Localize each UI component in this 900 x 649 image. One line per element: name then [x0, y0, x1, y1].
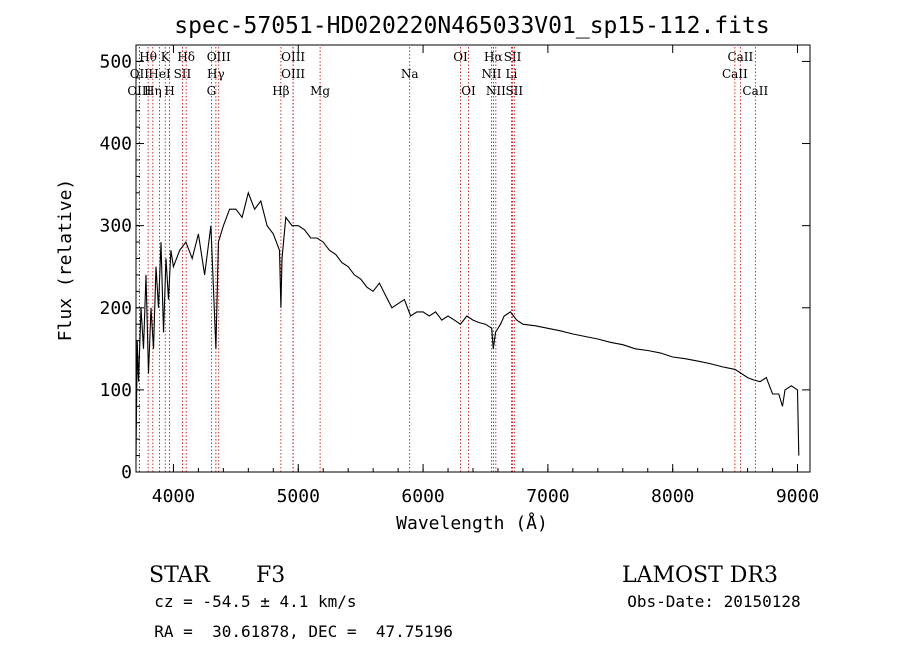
marker-label: CaII [722, 67, 748, 81]
y-tick-label: 100 [99, 380, 132, 401]
x-tick-label: 8000 [651, 486, 694, 507]
x-tick-label: 9000 [776, 486, 819, 507]
marker-label: HeI [148, 67, 171, 81]
marker-label: SII [505, 84, 523, 98]
marker-label: Hγ [207, 67, 225, 81]
y-tick-label: 400 [99, 134, 132, 155]
marker-label: OIII [281, 50, 305, 64]
marker-label: OI [461, 84, 476, 98]
marker-label: OIII [127, 84, 151, 98]
x-axis-label: Wavelength (Å) [396, 512, 548, 534]
x-tick-label: 6000 [401, 486, 444, 507]
marker-label: SII [504, 50, 522, 64]
object-class: STAR [149, 563, 210, 588]
marker-label: Hη [144, 84, 162, 98]
plot-frame [135, 44, 811, 473]
marker-label: CaII [727, 50, 753, 64]
y-tick-label: 500 [99, 51, 132, 72]
survey-name: LAMOST DR3 [622, 563, 778, 588]
marker-label: Li [506, 67, 518, 81]
spectrum-line [135, 190, 800, 460]
marker-label: OII [130, 67, 150, 81]
y-axis-label: Flux (relative) [55, 179, 76, 342]
object-subclass: F3 [256, 563, 286, 588]
x-tick-label: 5000 [277, 486, 320, 507]
marker-label: G [207, 84, 217, 98]
y-tick-label: 300 [99, 216, 132, 237]
marker-label: OIII [281, 67, 305, 81]
marker-label: Hβ [272, 84, 289, 98]
marker-label: Hθ [139, 50, 157, 64]
axis-ticks: 4000 5000 6000 7000 8000 9000 0 100 200 300 400 500 [99, 45, 819, 507]
y-tick-label: 0 [121, 462, 132, 483]
obs-date: Obs-Date: 20150128 [627, 592, 801, 611]
chart-title: spec-57051-HD020220N465033V01_sp15-112.f… [174, 13, 769, 39]
x-tick-label: 4000 [152, 486, 195, 507]
marker-label: SII [174, 67, 192, 81]
marker-label: H [164, 84, 174, 98]
marker-label: Mg [310, 84, 330, 98]
marker-label: Hδ [177, 50, 195, 64]
x-tick-label: 7000 [526, 486, 569, 507]
marker-label: OIII [207, 50, 231, 64]
marker-label: CaII [742, 84, 768, 98]
marker-label: Hα [484, 50, 503, 64]
marker-label: OI [453, 50, 468, 64]
y-tick-label: 200 [99, 298, 132, 319]
marker-label: Na [401, 67, 419, 81]
redshift-cz: cz = -54.5 ± 4.1 km/s [154, 592, 357, 611]
marker-label: NII [481, 67, 501, 81]
marker-label: K [161, 50, 171, 64]
coordinates: RA = 30.61878, DEC = 47.75196 [154, 622, 453, 641]
marker-label: NII [486, 84, 506, 98]
